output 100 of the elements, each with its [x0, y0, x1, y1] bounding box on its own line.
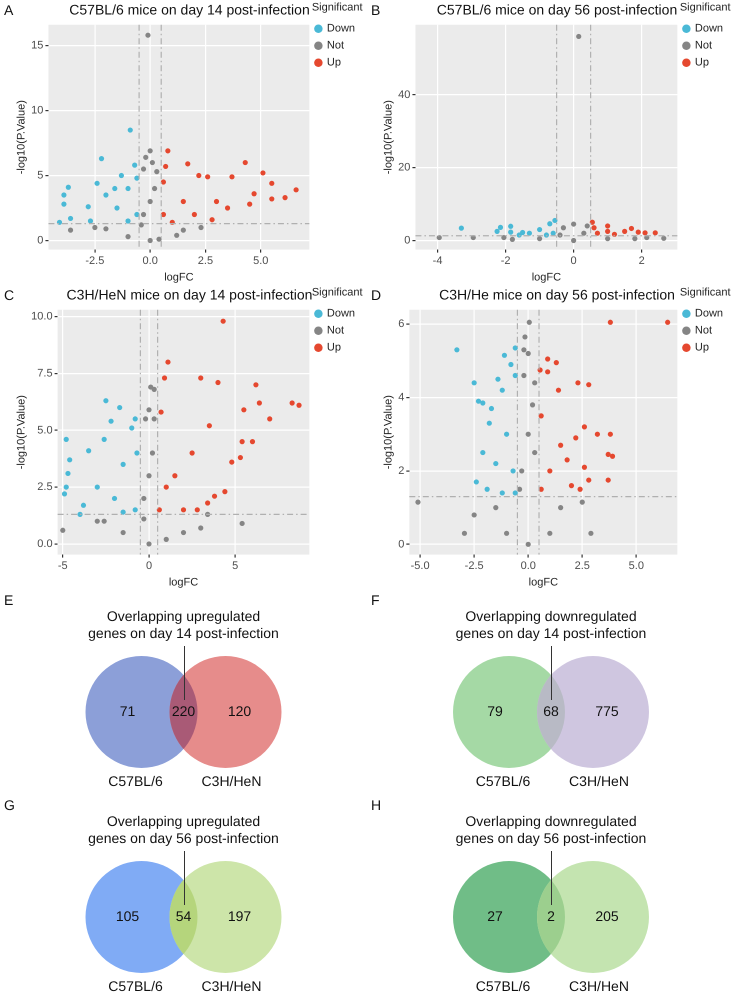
point — [454, 347, 460, 352]
point — [103, 398, 108, 404]
point — [125, 186, 131, 192]
point — [141, 516, 146, 522]
point — [526, 320, 532, 325]
point — [92, 224, 98, 230]
point — [605, 228, 610, 234]
point — [586, 477, 592, 483]
x-axis-title: logFC — [168, 576, 198, 588]
legend-label: Down — [326, 22, 355, 35]
point — [242, 160, 248, 166]
x-tick-label: -2.5 — [464, 560, 484, 572]
point — [194, 507, 200, 512]
point — [586, 382, 592, 388]
point — [488, 406, 494, 412]
point — [474, 479, 479, 485]
point — [269, 180, 274, 186]
point — [606, 452, 611, 458]
point — [522, 334, 528, 340]
legend-label: Up — [694, 56, 709, 69]
point — [205, 174, 210, 180]
text: Overlapping downregulated genes on day 56 post-infection — [454, 813, 648, 847]
point — [560, 225, 566, 230]
point — [290, 400, 295, 406]
point — [164, 536, 169, 542]
point — [520, 230, 526, 236]
point — [584, 223, 590, 229]
point — [532, 380, 538, 386]
x-tick-label: 5 — [232, 560, 238, 572]
y-tick-label: 15 — [31, 40, 44, 52]
point — [140, 166, 146, 172]
point — [253, 382, 259, 388]
point — [573, 435, 578, 440]
point — [575, 380, 581, 386]
point — [661, 236, 666, 241]
point — [267, 416, 272, 422]
point — [205, 500, 210, 506]
x-tick-label: -2 — [500, 255, 510, 268]
point — [665, 320, 670, 325]
point — [120, 462, 126, 467]
point — [180, 507, 186, 512]
point — [138, 222, 144, 228]
point — [580, 500, 585, 505]
point — [547, 221, 552, 226]
point — [60, 528, 66, 533]
point — [588, 530, 594, 536]
point — [224, 205, 230, 211]
point — [128, 127, 133, 133]
point — [198, 375, 204, 381]
point — [247, 202, 252, 207]
text: B — [371, 2, 380, 18]
point — [480, 450, 486, 456]
data-label: 220 — [172, 702, 196, 719]
y-tick-label: 5 — [37, 170, 44, 182]
point — [68, 216, 74, 222]
point — [545, 356, 550, 362]
point — [185, 161, 190, 166]
x-tick-label: 0.0 — [520, 560, 536, 572]
point — [174, 232, 180, 238]
text: Overlapping downregulated genes on day 14 post-infection — [454, 608, 648, 642]
point — [222, 489, 228, 494]
point — [152, 186, 158, 192]
x-tick-label: 2.5 — [574, 560, 590, 572]
point — [608, 320, 613, 325]
category-label: C57BL/6 — [476, 978, 530, 994]
point — [554, 360, 559, 366]
category-label: C3H/HeN — [202, 772, 262, 789]
point — [145, 32, 151, 38]
point — [472, 512, 477, 518]
point — [608, 432, 613, 437]
point — [156, 507, 162, 512]
y-tick-label: 20 — [398, 162, 410, 174]
point — [500, 490, 505, 496]
point — [545, 369, 550, 374]
legend-label: Up — [326, 342, 341, 354]
point — [504, 530, 510, 536]
point — [190, 450, 195, 456]
text: Overlapping upregulated genes on day 56 post-infection — [87, 813, 280, 847]
point — [510, 468, 516, 474]
point — [152, 416, 157, 422]
point — [256, 400, 262, 406]
text: D — [371, 287, 382, 303]
point — [154, 169, 160, 174]
point — [238, 454, 243, 460]
y-tick-label: 0.0 — [37, 538, 53, 550]
point — [65, 470, 71, 476]
point — [61, 202, 67, 207]
point — [486, 420, 492, 426]
legend-label: Not — [694, 324, 712, 337]
point — [68, 228, 74, 233]
point — [495, 376, 501, 382]
point — [521, 372, 526, 378]
x-tick-label: 5.0 — [628, 560, 644, 572]
point — [628, 226, 634, 232]
point — [88, 218, 94, 224]
point — [558, 505, 564, 510]
point — [581, 230, 586, 236]
point — [493, 505, 498, 510]
point — [547, 530, 552, 536]
point — [526, 350, 531, 356]
